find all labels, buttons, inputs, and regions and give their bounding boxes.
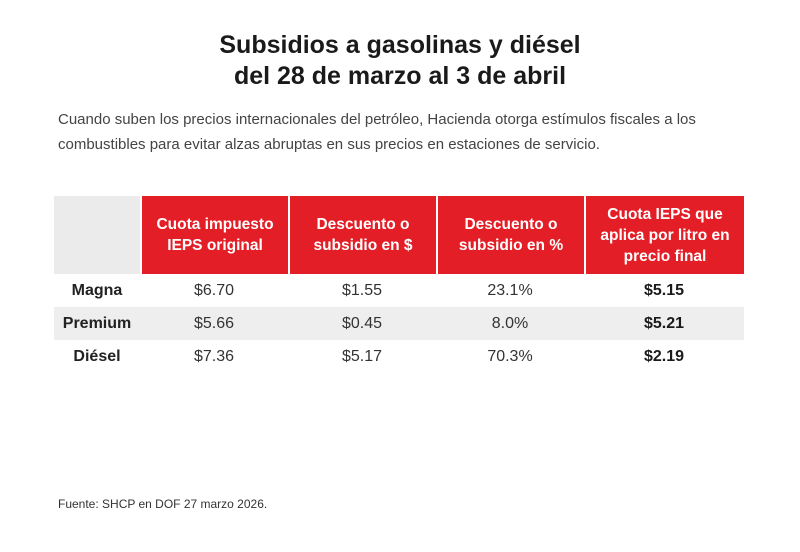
- table-row-diesel: Diésel $7.36 $5.17 70.3% $2.19: [54, 340, 744, 373]
- table-header-row: Cuota impuesto IEPS original Descuento o…: [54, 196, 744, 274]
- cell-ieps-final: $2.19: [643, 347, 685, 365]
- header-discount-percent: Descuento o subsidio en %: [436, 196, 584, 274]
- page-title: Subsidios a gasolinas y diésel del 28 de…: [0, 30, 800, 92]
- page-title-line-2: del 28 de marzo al 3 de abril: [233, 62, 567, 90]
- cell-ieps-original: $5.66: [193, 314, 235, 332]
- row-label: Magna: [71, 281, 123, 299]
- row-label: Premium: [62, 314, 132, 332]
- cell-discount-amount: $1.55: [341, 281, 383, 299]
- cell-ieps-final: $5.21: [643, 314, 685, 332]
- header-ieps-final: Cuota IEPS que aplica por litro en preci…: [584, 196, 744, 274]
- cell-ieps-original: $7.36: [193, 347, 235, 365]
- row-label: Diésel: [73, 347, 121, 365]
- intro-paragraph: Cuando suben los precios internacionales…: [58, 111, 696, 153]
- cell-ieps-original: $6.70: [193, 281, 235, 299]
- table-row-premium: Premium $5.66 $0.45 8.0% $5.21: [54, 307, 744, 340]
- table-row-magna: Magna $6.70 $1.55 23.1% $5.15: [54, 274, 744, 307]
- header-corner-cell: [54, 196, 140, 274]
- header-ieps-original: Cuota impuesto IEPS original: [140, 196, 288, 274]
- cell-discount-percent: 70.3%: [487, 347, 533, 365]
- cell-ieps-final: $5.15: [643, 281, 685, 299]
- cell-discount-amount: $0.45: [341, 314, 383, 332]
- cell-discount-amount: $5.17: [341, 347, 383, 365]
- subsidy-table: Cuota impuesto IEPS original Descuento o…: [54, 196, 744, 373]
- header-discount-amount: Descuento o subsidio en $: [288, 196, 436, 274]
- cell-discount-percent: 23.1%: [487, 281, 533, 299]
- source-note: Fuente: SHCP en DOF 27 marzo 2026.: [58, 497, 268, 511]
- cell-discount-percent: 8.0%: [491, 314, 529, 332]
- page-title-line-1: Subsidios a gasolinas y diésel: [219, 31, 581, 59]
